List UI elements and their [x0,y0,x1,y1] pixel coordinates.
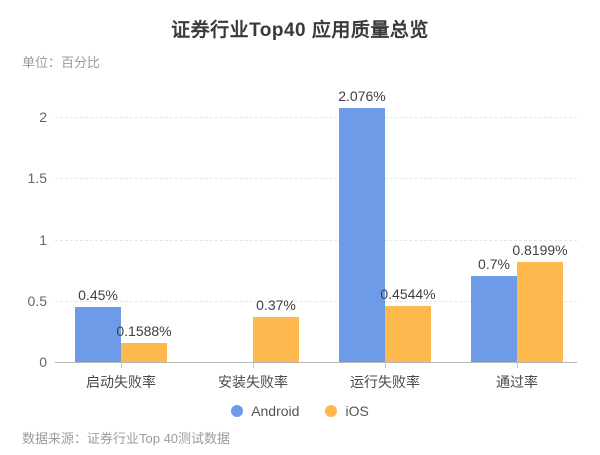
x-axis-tick [121,363,122,368]
bar-ios-3 [385,306,431,362]
bar-value-label: 0.37% [256,296,296,313]
x-axis-line [55,362,577,363]
bar-value-label: 0.4544% [380,286,436,303]
chart-title: 证券行业Top40 应用质量总览 [171,20,429,41]
legend-dot-android-icon [231,405,244,417]
legend-dot-ios-icon [325,405,338,417]
data-source-note: 数据来源：证券行业Top 40测试数据 [22,431,231,446]
bar-ios-1 [121,342,167,362]
x-axis-tick [385,363,386,368]
bar-value-label: 0.8199% [512,241,568,258]
bar-android-4 [471,276,517,362]
bar-ios-4 [517,261,563,362]
legend-item-android[interactable]: Android [231,403,299,419]
bar-value-label: 2.076% [338,87,386,104]
y-tick-label: 1 [39,231,47,248]
category-label: 运行失败率 [350,374,420,390]
bar-android-3 [339,107,385,362]
bar-value-label: 0.45% [78,286,118,303]
y-tick-label: 0.5 [27,292,47,309]
x-axis-tick [253,363,254,368]
bar-value-label: 0.1588% [116,322,172,339]
legend-item-ios[interactable]: iOS [325,403,369,419]
y-tick-label: 1.5 [27,170,47,187]
y-tick-label: 0 [39,354,47,370]
legend-label: iOS [345,403,369,419]
bar-ios-2 [253,316,299,362]
bar-value-label: 0.7% [478,256,510,273]
category-label: 安装失败率 [218,374,288,390]
x-axis-tick [517,363,518,368]
gridline [55,178,577,180]
gridline [55,239,577,241]
category-label: 启动失败率 [86,374,156,390]
legend: Android iOS [0,403,600,419]
legend-label: Android [251,403,300,419]
gridline [55,117,577,118]
unit-label: 单位：百分比 [22,55,101,70]
bar-android-1 [75,306,121,362]
y-tick-label: 2 [39,109,47,125]
category-label: 通过率 [496,374,538,390]
gridline [55,300,577,302]
